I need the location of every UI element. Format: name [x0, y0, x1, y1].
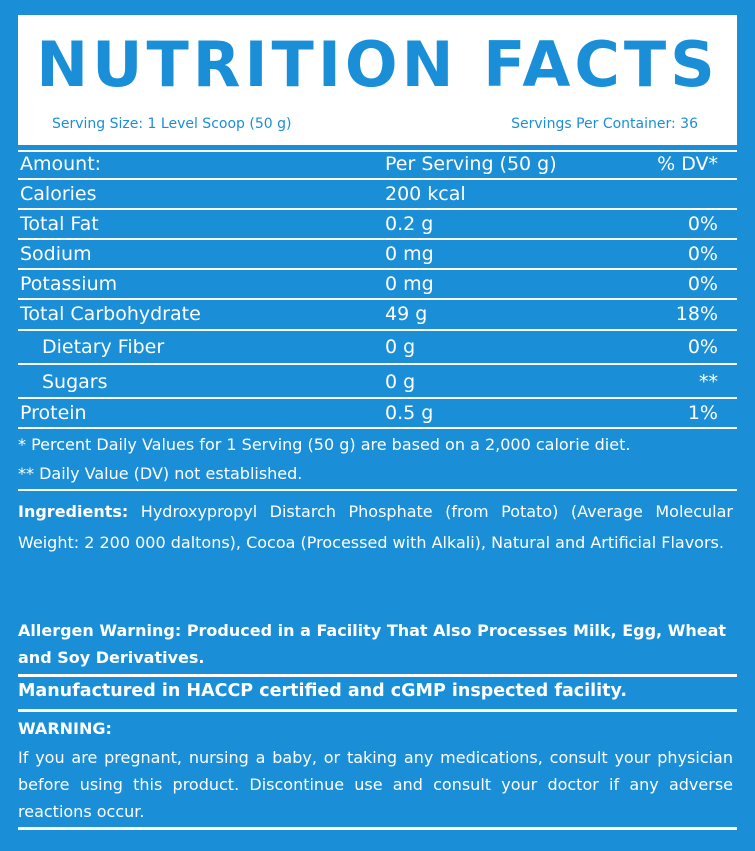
nutrient-amount: 0 g [385, 336, 416, 358]
nutrient-dv: 1% [687, 402, 718, 424]
manufacturing-statement: Manufactured in HACCP certified and cGMP… [18, 681, 627, 701]
table-row: Potassium 0 mg 0% [18, 270, 737, 300]
divider [18, 489, 737, 491]
nutrient-name: Protein [20, 402, 87, 424]
warning-text: If you are pregnant, nursing a baby, or … [18, 748, 733, 821]
table-row: Protein 0.5 g 1% [18, 399, 737, 429]
ingredients-label: Ingredients: [18, 502, 129, 521]
divider [18, 709, 737, 712]
nutrient-dv: 18% [675, 303, 718, 325]
nutrient-name: Dietary Fiber [42, 336, 165, 358]
ingredients-section: Ingredients: Hydroxypropyl Distarch Phos… [18, 496, 733, 558]
servings-per-container: Servings Per Container: 36 [511, 116, 698, 132]
page-title: NUTRITION FACTS [36, 28, 719, 101]
table-row: Dietary Fiber 0 g 0% [18, 331, 737, 365]
nutrient-name: Potassium [20, 273, 118, 295]
table-row: Calories 200 kcal [18, 180, 737, 210]
nutrient-name: Total Carbohydrate [20, 303, 201, 325]
nutrient-amount: 0.2 g [385, 213, 434, 235]
nutrient-name: Sodium [20, 243, 92, 265]
table-header-row: Amount: Per Serving (50 g) % DV* [18, 150, 737, 180]
nutrient-dv: 0% [687, 336, 718, 358]
divider [18, 827, 737, 830]
warning-title: WARNING: [18, 719, 112, 738]
nutrient-name: Sugars [42, 371, 108, 393]
nutrient-dv: 0% [687, 243, 718, 265]
column-header-dv: % DV* [657, 153, 718, 175]
ingredients-text: Hydroxypropyl Distarch Phosphate (from P… [18, 502, 733, 552]
nutrient-amount: 0 g [385, 371, 416, 393]
serving-size: Serving Size: 1 Level Scoop (50 g) [52, 116, 292, 132]
nutrient-name: Calories [20, 183, 97, 205]
nutrient-amount: 0.5 g [385, 402, 434, 424]
table-row: Total Fat 0.2 g 0% [18, 210, 737, 240]
table-row: Sugars 0 g ** [18, 365, 737, 399]
nutrient-dv: ** [699, 371, 718, 393]
divider [18, 150, 737, 152]
header-panel: NUTRITION FACTS Serving Size: 1 Level Sc… [18, 15, 737, 145]
column-header-amount: Amount: [20, 153, 102, 175]
divider [18, 674, 737, 677]
nutrient-amount: 0 mg [385, 273, 434, 295]
nutrient-amount: 0 mg [385, 243, 434, 265]
nutrient-dv: 0% [687, 273, 718, 295]
nutrient-amount: 49 g [385, 303, 428, 325]
nutrient-dv: 0% [687, 213, 718, 235]
table-row: Total Carbohydrate 49 g 18% [18, 300, 737, 331]
nutrient-name: Total Fat [20, 213, 99, 235]
column-header-per-serving: Per Serving (50 g) [385, 153, 557, 175]
footnote-percent-dv: * Percent Daily Values for 1 Serving (50… [18, 435, 631, 454]
table-row: Sodium 0 mg 0% [18, 240, 737, 270]
nutrient-amount: 200 kcal [385, 183, 466, 205]
footnote-dv-not-established: ** Daily Value (DV) not established. [18, 464, 303, 483]
allergen-warning: Allergen Warning: Produced in a Facility… [18, 621, 727, 667]
